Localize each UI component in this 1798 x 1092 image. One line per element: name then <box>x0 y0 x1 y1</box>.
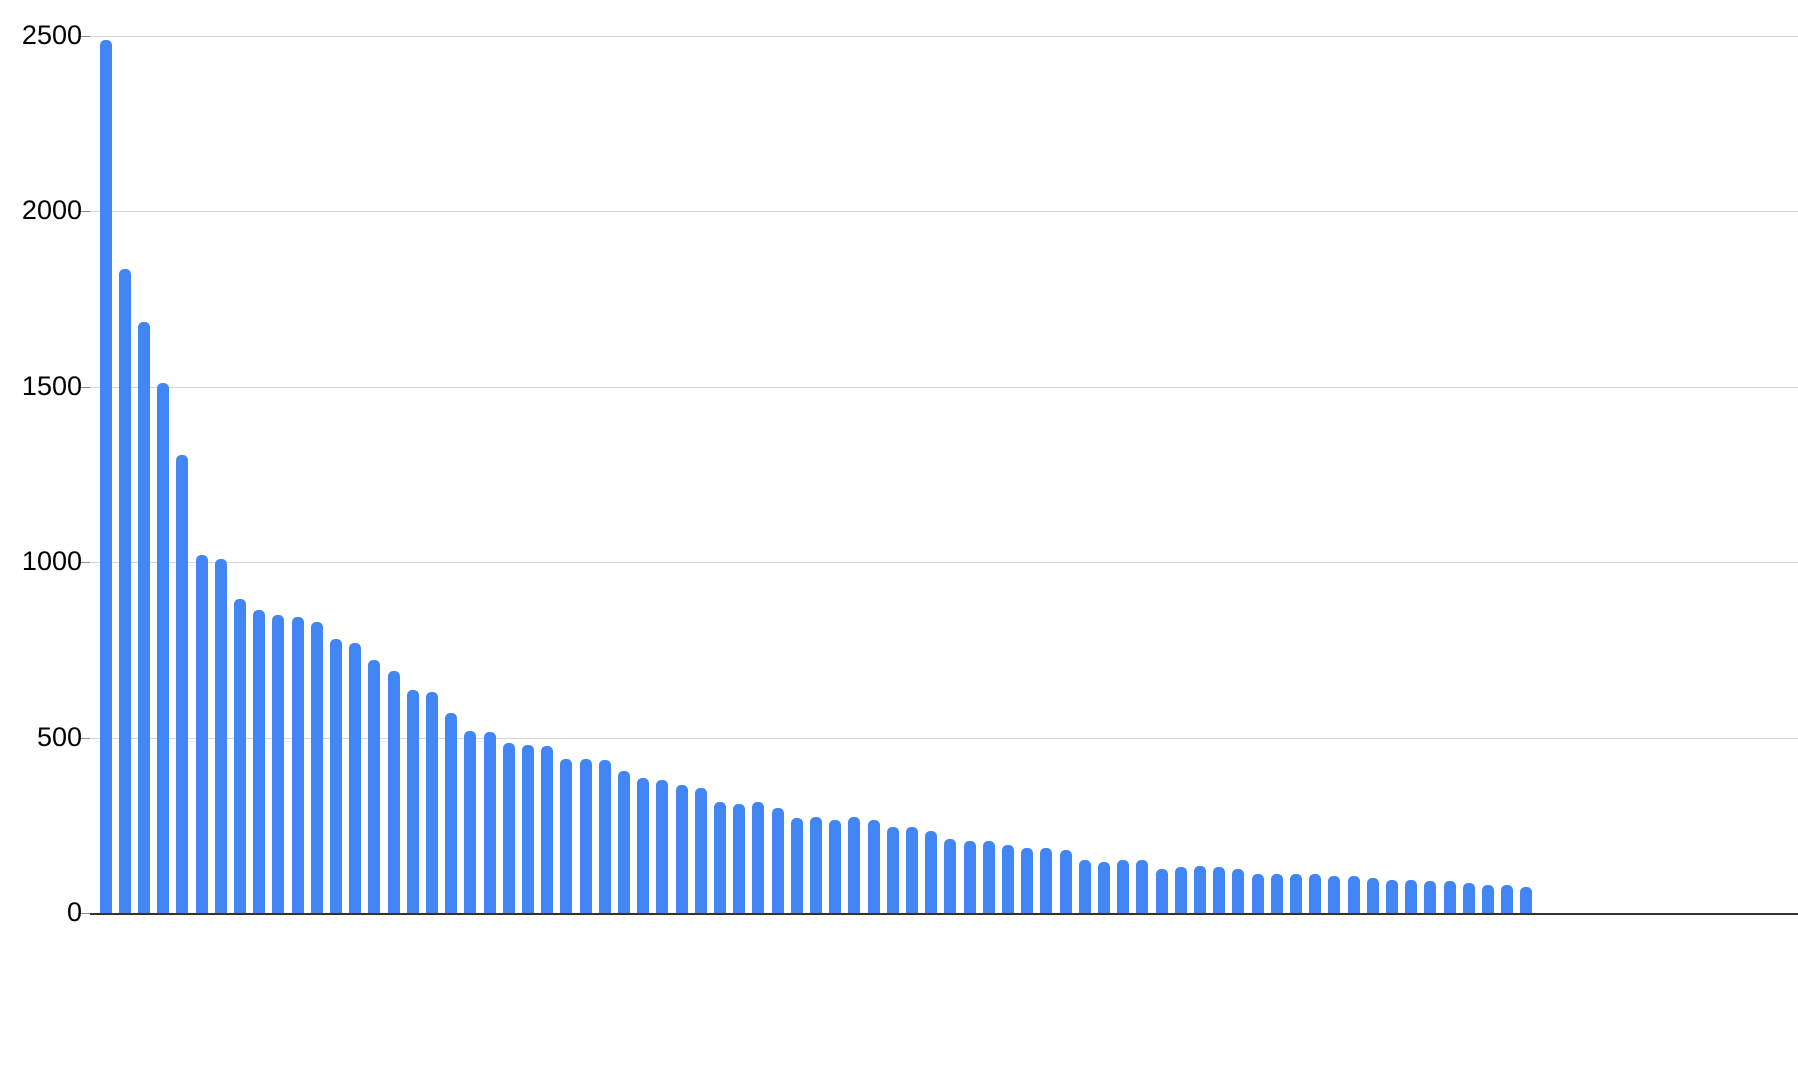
bar[interactable] <box>637 777 650 913</box>
bar[interactable] <box>579 758 592 913</box>
bar[interactable] <box>483 732 496 913</box>
x-axis-baseline <box>90 913 1798 915</box>
bar[interactable] <box>99 39 112 913</box>
bar[interactable] <box>1174 867 1187 913</box>
y-axis-tick-mark <box>78 737 90 739</box>
bar[interactable] <box>118 269 131 913</box>
bar[interactable] <box>675 784 688 913</box>
bar[interactable] <box>541 746 554 913</box>
bar[interactable] <box>1520 886 1533 913</box>
bar[interactable] <box>1328 876 1341 913</box>
y-axis-tick-mark <box>78 36 90 37</box>
bar[interactable] <box>1347 876 1360 913</box>
bar[interactable] <box>330 639 342 913</box>
bar[interactable] <box>1405 879 1418 913</box>
y-axis-tick-label: 1000 <box>21 546 82 577</box>
bar[interactable] <box>1078 860 1091 913</box>
bar[interactable] <box>1482 884 1494 913</box>
bar[interactable] <box>1002 844 1014 913</box>
bar[interactable] <box>733 804 746 913</box>
y-axis-tick-label: 500 <box>36 721 82 752</box>
bar[interactable] <box>426 691 438 913</box>
bar[interactable] <box>771 807 784 913</box>
y-axis-tick-label: 0 <box>66 897 82 927</box>
gridline <box>90 386 1798 388</box>
bar[interactable] <box>982 841 995 913</box>
bar[interactable] <box>752 802 765 913</box>
y-axis-tick-mark <box>78 211 90 213</box>
bar[interactable] <box>368 660 381 913</box>
y-axis-tick-mark <box>78 386 90 388</box>
bar[interactable] <box>406 690 419 913</box>
bar[interactable] <box>234 599 246 913</box>
bar[interactable] <box>963 841 976 913</box>
bar[interactable] <box>349 642 362 913</box>
bar[interactable] <box>906 827 918 913</box>
bar[interactable] <box>618 770 630 913</box>
bar[interactable] <box>810 816 822 913</box>
bar[interactable] <box>867 820 880 913</box>
gridline <box>90 211 1798 213</box>
bar[interactable] <box>176 455 189 913</box>
y-axis-tick-mark <box>78 913 90 914</box>
bar[interactable] <box>848 816 861 913</box>
bar[interactable] <box>291 616 304 913</box>
bar[interactable] <box>1213 867 1226 913</box>
bar[interactable] <box>560 758 573 913</box>
bar[interactable] <box>1232 869 1245 913</box>
bar[interactable] <box>214 558 227 913</box>
bar[interactable] <box>1290 874 1302 913</box>
bar[interactable] <box>253 609 266 913</box>
bar[interactable] <box>790 818 803 913</box>
bar[interactable] <box>1424 881 1437 913</box>
bar[interactable] <box>1021 848 1034 913</box>
bar[interactable] <box>464 730 477 913</box>
bar[interactable] <box>1117 860 1130 913</box>
gridline <box>90 36 1798 37</box>
bar[interactable] <box>1386 879 1398 913</box>
bar[interactable] <box>1059 849 1072 913</box>
bar[interactable] <box>714 802 726 913</box>
bar[interactable] <box>598 760 611 913</box>
bar[interactable] <box>1443 881 1456 913</box>
bar[interactable] <box>1155 869 1168 913</box>
bar[interactable] <box>1251 874 1264 913</box>
bar[interactable] <box>138 321 150 913</box>
bar[interactable] <box>387 670 400 913</box>
y-axis-tick-label: 1500 <box>21 370 82 401</box>
bar[interactable] <box>310 621 323 913</box>
bar[interactable] <box>502 742 515 913</box>
y-axis-tick-label: 2000 <box>21 195 82 226</box>
bar[interactable] <box>195 555 208 913</box>
bar[interactable] <box>1270 874 1283 913</box>
bar[interactable] <box>157 383 170 913</box>
gridline <box>90 737 1798 739</box>
bar[interactable] <box>272 614 285 913</box>
bar[interactable] <box>1040 848 1053 913</box>
bar[interactable] <box>1309 874 1322 913</box>
bar[interactable] <box>944 839 957 913</box>
bar[interactable] <box>925 830 938 913</box>
bar[interactable] <box>1194 865 1206 913</box>
gridline <box>90 562 1798 564</box>
bar[interactable] <box>1501 884 1514 913</box>
y-axis-tick-label: 2500 <box>21 20 82 50</box>
bar[interactable] <box>694 788 707 913</box>
bar[interactable] <box>1136 860 1149 913</box>
bar[interactable] <box>1098 862 1110 913</box>
bar[interactable] <box>1366 877 1379 913</box>
bar[interactable] <box>1462 883 1475 913</box>
bar[interactable] <box>886 827 899 913</box>
bar[interactable] <box>445 713 458 913</box>
bar[interactable] <box>656 779 669 913</box>
bar[interactable] <box>522 744 534 913</box>
bar[interactable] <box>829 820 842 913</box>
y-axis-tick-mark <box>78 562 90 564</box>
